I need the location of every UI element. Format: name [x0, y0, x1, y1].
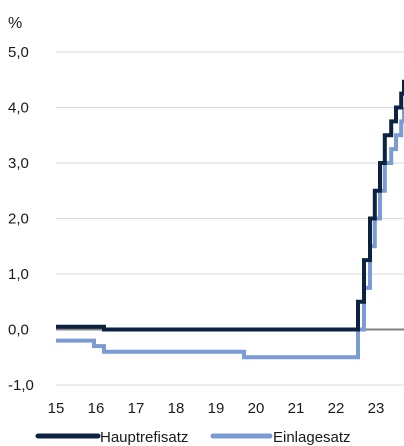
y-tick-label: 2,0 [8, 211, 29, 228]
legend: Hauptrefisatz Einlagesatz [35, 429, 351, 446]
x-tick-label: 17 [128, 400, 145, 417]
x-axis-tick-labels: 15 16 17 18 19 20 21 22 23 [48, 400, 385, 417]
series-line-hauptrefisatz [56, 79, 404, 332]
y-tick-label: 0,0 [8, 322, 29, 339]
x-tick-label: 18 [168, 400, 185, 417]
y-unit-label: % [8, 15, 22, 32]
legend-label: Einlagesatz [273, 429, 351, 446]
x-tick-label: 16 [88, 400, 105, 417]
x-tick-label: 23 [368, 400, 385, 417]
legend-label: Hauptrefisatz [100, 429, 188, 446]
series-lines [56, 79, 404, 360]
y-tick-label: 4,0 [8, 100, 29, 117]
x-tick-label: 22 [328, 400, 345, 417]
y-tick-label: 1,0 [8, 266, 29, 283]
x-tick-label: 15 [48, 400, 65, 417]
grid-lines [56, 51, 404, 386]
x-tick-label: 21 [288, 400, 305, 417]
y-tick-label: -1,0 [8, 377, 34, 394]
series-line-einlagesatz [56, 107, 404, 360]
x-tick-label: 20 [248, 400, 265, 417]
y-axis-tick-labels: 5,0 4,0 3,0 2,0 1,0 0,0 -1,0 [8, 44, 34, 394]
x-tick-label: 19 [208, 400, 225, 417]
y-tick-label: 3,0 [8, 155, 29, 172]
y-tick-label: 5,0 [8, 44, 29, 61]
